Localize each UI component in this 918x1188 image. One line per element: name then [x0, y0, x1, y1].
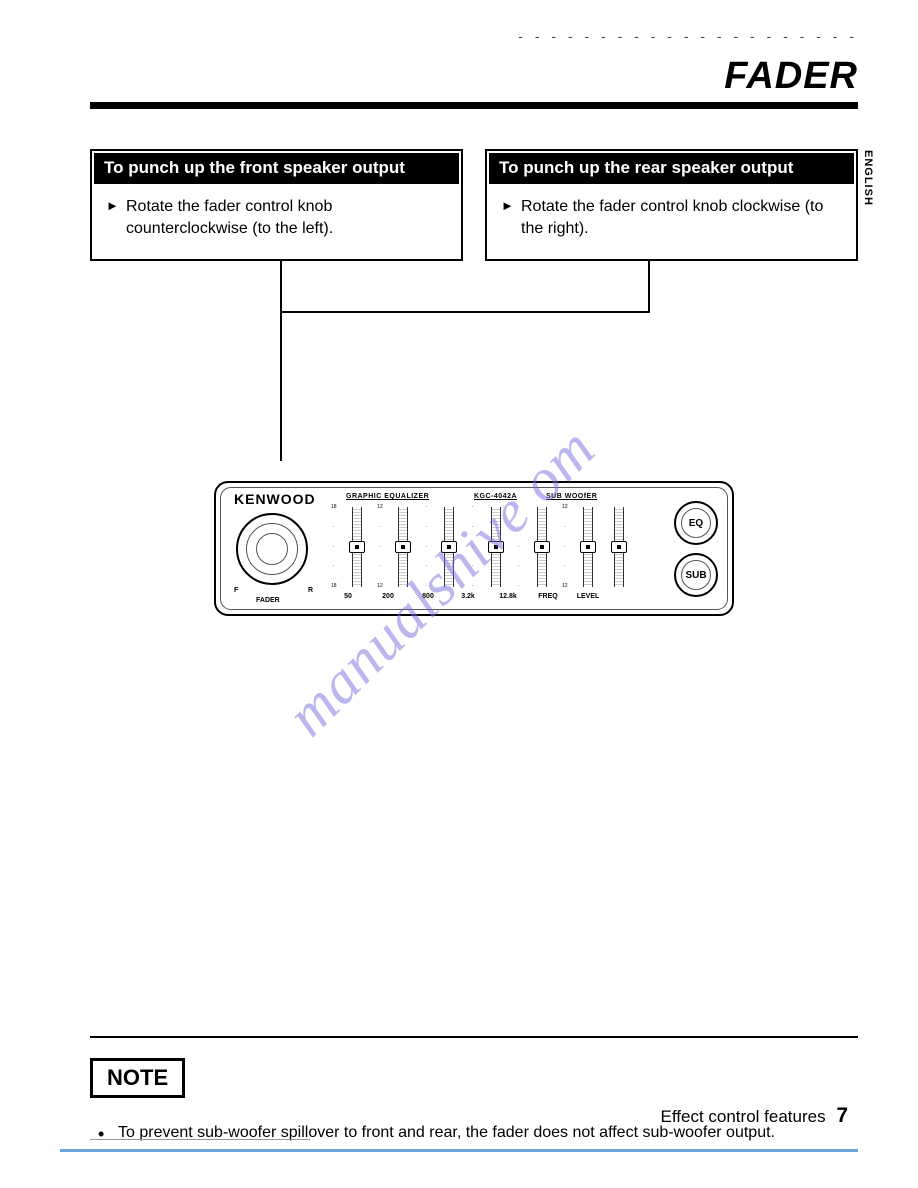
bottom-scratch [90, 1139, 310, 1140]
slider-level [605, 503, 632, 591]
rear-speaker-box: To punch up the rear speaker output Rota… [485, 149, 858, 261]
front-box-header: To punch up the front speaker output [94, 153, 459, 184]
fader-name-label: FADER [256, 597, 280, 604]
section-divider [90, 1036, 858, 1038]
fader-r-label: R [308, 587, 313, 594]
slider-800 [436, 503, 463, 591]
brand-label: KENWOOD [234, 491, 316, 507]
top-dashes: - - - - - - - - - - - - - - - - - - - - … [518, 28, 858, 44]
rear-box-header: To punch up the rear speaker output [489, 153, 854, 184]
front-speaker-box: To punch up the front speaker output Rot… [90, 149, 463, 261]
sub-button: SUB [674, 553, 718, 597]
fader-knob [236, 513, 308, 585]
eq-button: EQ [674, 501, 718, 545]
title-bar [90, 102, 858, 109]
note-label: NOTE [90, 1058, 185, 1098]
model-label: KGC-4042A [474, 493, 517, 500]
equalizer-device: KENWOOD GRAPHIC EQUALIZER KGC-4042A SUB … [214, 481, 734, 616]
callout-lines [90, 261, 858, 481]
page-number: 7 [836, 1104, 848, 1127]
slider-12k8 [528, 503, 555, 591]
fader-f-label: F [234, 587, 238, 594]
slider-200 [390, 503, 417, 591]
language-tab: ENGLISH [862, 150, 874, 206]
bottom-rule [60, 1149, 858, 1152]
footer: Effect control features 7 [661, 1104, 848, 1128]
slider-50 [343, 503, 370, 591]
footer-section: Effect control features [661, 1107, 826, 1126]
graphic-eq-label: GRAPHIC EQUALIZER [346, 493, 429, 500]
scale-left: 18···18 [328, 503, 339, 591]
instruction-row: To punch up the front speaker output Rot… [90, 149, 858, 261]
page-title: FADER [90, 55, 858, 98]
front-box-body: Rotate the fader control knob counterclo… [92, 186, 461, 259]
rear-box-body: Rotate the fader control knob clockwise … [487, 186, 856, 259]
freq-labels: 50 200 800 3.2k 12.8k FREQ LEVEL [328, 593, 632, 600]
subwoofer-label: SUB WOOfER [546, 493, 597, 500]
eq-sliders: 18···18 12···12 ····· ····· ····· 12···1… [328, 503, 632, 591]
slider-3k2 [482, 503, 509, 591]
slider-freq [575, 503, 602, 591]
